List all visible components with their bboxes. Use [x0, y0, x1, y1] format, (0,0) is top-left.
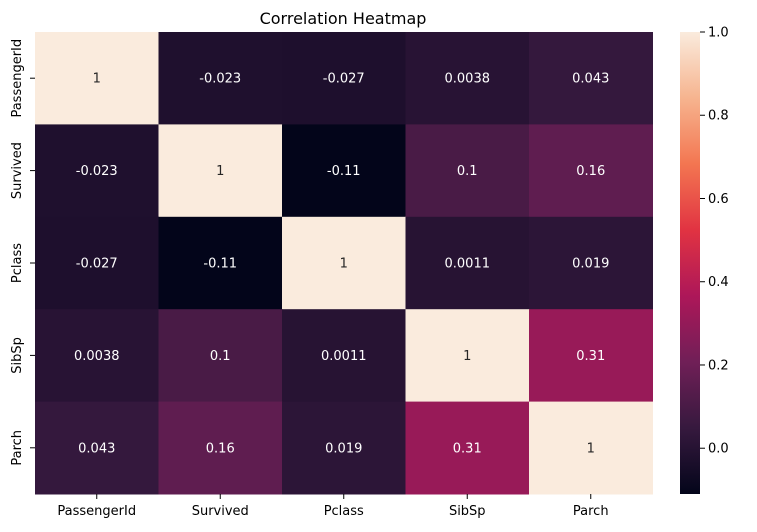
- cell-annotation: -0.023: [199, 72, 241, 87]
- heatmap-cell: [158, 401, 283, 495]
- cell-annotation: 0.0038: [74, 349, 120, 364]
- cell-annotation: 0.16: [576, 164, 605, 179]
- heatmap-cell: [405, 32, 530, 125]
- heatmap-cell: [282, 309, 406, 403]
- cell-annotation: -0.11: [327, 164, 361, 179]
- cell-annotation: -0.11: [203, 257, 237, 272]
- colorbar-tick-label: 0.6: [708, 192, 729, 207]
- x-tick-label: Survived: [192, 504, 249, 519]
- colorbar: 0.0 0.2 0.4 0.6 0.8 1.0: [680, 26, 729, 494]
- cell-annotation: 0.31: [453, 441, 482, 456]
- heatmap-cell: [35, 32, 159, 125]
- y-tick-label: Survived: [10, 142, 25, 199]
- cell-annotation: 0.0011: [445, 257, 491, 272]
- heatmap-cell: [405, 401, 530, 495]
- colorbar-tick-label: 0.4: [708, 275, 729, 290]
- heatmap-cell: [529, 32, 653, 125]
- heatmap-cell: [158, 216, 283, 310]
- colorbar-tick-label: 0.8: [708, 109, 729, 124]
- heatmap-cell: [35, 216, 159, 310]
- y-tick-label: SibSp: [10, 337, 25, 374]
- cell-annotation: 1: [216, 164, 224, 179]
- cell-annotation: 0.043: [572, 72, 609, 87]
- cell-annotations: 1 -0.023 -0.027 0.0038 0.043 -0.023 1 -0.11 0.1 0…: [74, 72, 609, 457]
- heatmap-cell: [529, 401, 653, 495]
- heatmap-cell: [35, 124, 159, 218]
- cell-annotation: 0.019: [325, 441, 362, 456]
- colorbar-tick-label: 0.2: [708, 358, 729, 373]
- heatmap-cell: [529, 309, 653, 403]
- cell-annotation: 0.31: [576, 349, 605, 364]
- y-tick-label: Parch: [10, 430, 25, 466]
- heatmap-cells: [35, 32, 653, 495]
- heatmap-cell: [282, 216, 406, 310]
- cell-annotation: -0.027: [323, 72, 365, 87]
- x-tick-label: SibSp: [449, 504, 486, 519]
- cell-annotation: 1: [587, 441, 595, 456]
- heatmap-cell: [405, 309, 530, 403]
- x-tick-label: Parch: [573, 504, 609, 519]
- cell-annotation: 0.1: [457, 164, 478, 179]
- cell-annotation: 1: [340, 257, 348, 272]
- y-tick-label: PassengerId: [10, 39, 25, 118]
- cell-annotation: 0.043: [78, 441, 115, 456]
- chart-title: Correlation Heatmap: [260, 9, 427, 28]
- heatmap-cell: [282, 32, 406, 125]
- heatmap-cell: [405, 216, 530, 310]
- colorbar-gradient: [680, 32, 700, 494]
- heatmap-cell: [405, 124, 530, 218]
- y-axis: PassengerId Survived Pclass SibSp Parch: [10, 39, 35, 466]
- heatmap-cell: [158, 32, 283, 125]
- heatmap-cell: [282, 124, 406, 218]
- cell-annotation: 0.019: [572, 257, 609, 272]
- cell-annotation: 1: [463, 349, 471, 364]
- heatmap-cell: [529, 216, 653, 310]
- heatmap-cell: [282, 401, 406, 495]
- cell-annotation: 0.1: [210, 349, 231, 364]
- cell-annotation: -0.023: [76, 164, 118, 179]
- cell-annotation: 0.16: [206, 441, 235, 456]
- cell-annotation: 0.0038: [445, 72, 491, 87]
- heatmap-cell: [158, 309, 283, 403]
- cell-annotation: -0.027: [76, 257, 118, 272]
- heatmap-cell: [158, 124, 283, 218]
- colorbar-tick-label: 0.0: [708, 442, 729, 457]
- x-tick-label: PassengerId: [57, 504, 136, 519]
- colorbar-tick-label: 1.0: [708, 26, 729, 41]
- cell-annotation: 1: [93, 72, 101, 87]
- y-tick-label: Pclass: [10, 243, 25, 283]
- cell-annotation: 0.0011: [321, 349, 367, 364]
- heatmap-cell: [35, 309, 159, 403]
- x-tick-label: Pclass: [324, 504, 364, 519]
- x-axis: PassengerId Survived Pclass SibSp Parch: [57, 494, 609, 519]
- heatmap-cell: [35, 401, 159, 495]
- heatmap-cell: [529, 124, 653, 218]
